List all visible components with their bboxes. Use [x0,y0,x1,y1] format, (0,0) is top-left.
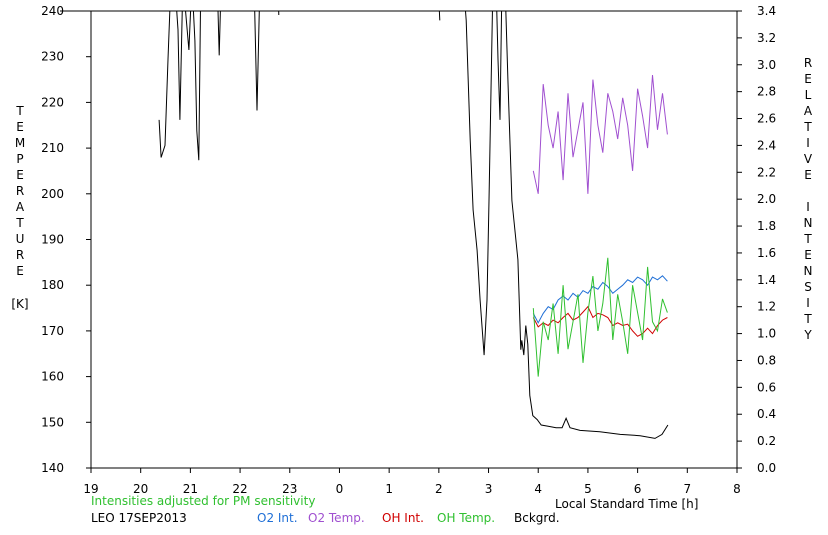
legend-entry: OH Int. [382,511,424,525]
y-tick-label: 190 [41,233,64,247]
y2-tick-label: 1.2 [757,300,776,314]
y2-tick-label: 2.2 [757,165,776,179]
x-tick-label: 7 [683,482,691,496]
series-line [532,257,668,377]
x-tick-label: 19 [83,482,98,496]
x-tick-label: 0 [336,482,344,496]
y2-tick-label: 0.6 [757,380,776,394]
series-line [532,305,668,337]
y2-tick-label: 2.4 [757,138,776,152]
y2-tick-label: 1.8 [757,219,776,233]
x-tick-label: 5 [584,482,592,496]
x-tick-label: 4 [534,482,542,496]
y-tick-label: 180 [41,278,64,292]
y2-tick-label: 1.4 [757,273,776,287]
x-tick-label: 20 [133,482,148,496]
note: Intensities adjusted for PM sensitivity [91,494,315,508]
y-tick-label: 230 [41,50,64,64]
y-tick-label: 210 [41,141,64,155]
station: LEO 17SEP2013 [91,511,187,525]
series-line [158,11,669,439]
y2-tick-label: 0.2 [757,434,776,448]
legend-entry: OH Temp. [437,511,495,525]
x-tick-label: 1 [385,482,393,496]
x-tick-label: 3 [485,482,493,496]
x-axis-label: Local Standard Time [h] [555,497,698,511]
series-line [532,74,668,194]
legend-entry: Bckgrd. [514,511,560,525]
x-tick-label: 6 [634,482,642,496]
y2-tick-label: 2.8 [757,85,776,99]
y-axis-unit: [K] [11,297,28,311]
x-tick-label: 8 [733,482,741,496]
legend-entry: O2 Temp. [308,511,365,525]
y2-tick-label: 1.6 [757,246,776,260]
x-tick-label: 22 [232,482,247,496]
y-tick-label: 220 [41,95,64,109]
y2-tick-label: 3.2 [757,31,776,45]
y2-tick-label: 0.4 [757,407,776,421]
y2-tick-label: 0.0 [757,461,776,475]
y2-tick-label: 2.0 [757,192,776,206]
y2-tick-label: 1.0 [757,327,776,341]
y-tick-label: 140 [41,461,64,475]
y2-tick-label: 3.4 [757,4,776,18]
y-tick-label: 150 [41,415,64,429]
legend-entry: O2 Int. [257,511,298,525]
x-tick-label: 21 [183,482,198,496]
series-line [532,275,668,324]
y-tick-label: 170 [41,324,64,338]
y2-tick-label: 3.0 [757,58,776,72]
y-tick-label: 240 [41,4,64,18]
y-tick-label: 200 [41,187,64,201]
plot [158,11,669,439]
x-tick-label: 2 [435,482,443,496]
y2-tick-label: 0.8 [757,353,776,367]
y2-tick-label: 2.6 [757,112,776,126]
x-tick-label: 23 [282,482,297,496]
y-tick-label: 160 [41,370,64,384]
